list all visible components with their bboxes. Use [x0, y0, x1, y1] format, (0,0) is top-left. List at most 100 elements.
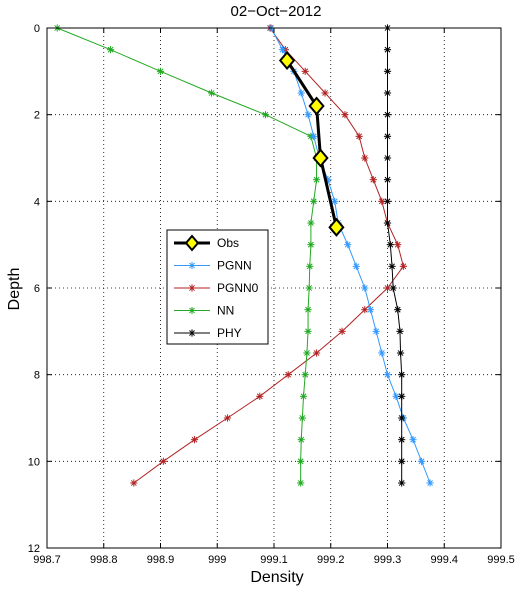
x-tick-label: 999: [208, 554, 226, 566]
data-point-pgnn0: [256, 392, 264, 400]
data-point-pgnn0: [284, 371, 292, 379]
legend-marker-obs: [184, 234, 200, 252]
legend-label-obs: Obs: [217, 236, 239, 250]
data-point-phy: [396, 349, 405, 357]
data-point-obs: [312, 148, 329, 168]
series-line-nn: [57, 27, 318, 483]
data-point-phy: [386, 241, 394, 249]
data-point-pgnn0: [159, 457, 167, 465]
legend-label-pgnn0: PGNN0: [217, 281, 259, 295]
data-point-pgnn0: [338, 327, 346, 335]
data-point-pgnn0: [399, 262, 407, 270]
series-line-pgnn0: [133, 27, 404, 484]
data-point-pgnn0: [383, 284, 392, 292]
legend-marker-phy: [188, 329, 196, 337]
data-point-pgnn0: [130, 479, 138, 487]
legend-marker-pgnn: [188, 261, 196, 270]
data-point-phy: [398, 479, 406, 487]
data-point-pgnn0: [341, 111, 349, 119]
data-point-phy: [389, 284, 397, 292]
data-point-nn: [304, 306, 312, 314]
data-point-nn: [306, 262, 314, 270]
x-tick-label: 999.3: [374, 554, 402, 566]
data-point-pgnn: [366, 306, 375, 314]
data-point-pgnn: [331, 197, 339, 205]
data-point-pgnn: [426, 479, 434, 487]
data-point-obs: [308, 96, 325, 116]
data-point-pgnn: [310, 132, 318, 140]
data-point-phy: [383, 154, 392, 162]
data-point-phy: [383, 89, 392, 97]
data-point-phy: [383, 197, 392, 205]
series-line-obs: [285, 59, 338, 228]
data-point-nn: [301, 371, 309, 379]
data-point-pgnn: [383, 371, 392, 379]
data-point-pgnn: [352, 262, 360, 270]
y-tick-label: 4: [34, 196, 40, 208]
data-point-pgnn0: [223, 414, 232, 422]
data-point-nn: [156, 67, 165, 75]
data-point-nn: [303, 349, 311, 357]
y-tick-label: 8: [34, 370, 40, 382]
data-point-phy: [383, 67, 392, 75]
legend-label-nn: NN: [217, 304, 234, 318]
data-point-nn: [207, 89, 216, 97]
data-point-phy: [383, 219, 392, 227]
y-tick-label: 10: [28, 456, 40, 468]
data-point-pgnn: [297, 89, 305, 97]
data-point-pgnn0: [312, 349, 321, 357]
data-point-nn: [307, 219, 315, 227]
data-point-pgnn0: [355, 132, 363, 140]
data-point-phy: [396, 327, 404, 335]
data-point-phy: [383, 111, 392, 119]
data-point-nn: [261, 111, 270, 119]
y-axis-title: Depth: [6, 268, 23, 311]
data-point-pgnn: [304, 111, 312, 119]
data-point-phy: [383, 176, 392, 184]
data-point-pgnn: [372, 327, 380, 335]
data-point-phy: [394, 306, 402, 314]
legend-item-obs: Obs: [174, 234, 239, 252]
data-point-obs: [328, 217, 345, 237]
legend-marker-nn: [188, 306, 196, 315]
data-point-phy: [398, 371, 406, 379]
data-point-nn: [312, 176, 321, 184]
legend-item-pgnn0: PGNN0: [174, 281, 259, 295]
data-point-pgnn: [344, 241, 352, 249]
data-point-pgnn0: [301, 67, 309, 75]
data-point-phy: [398, 457, 406, 465]
data-point-pgnn: [361, 284, 369, 292]
data-point-obs: [278, 50, 296, 71]
legend-item-nn: NN: [174, 304, 234, 318]
x-tick-label: 999.1: [260, 554, 288, 566]
data-point-pgnn: [278, 46, 287, 54]
legend-item-pgnn: PGNN: [174, 259, 252, 273]
y-tick-label: 6: [34, 283, 40, 295]
y-tick-label: 12: [28, 543, 40, 555]
data-point-nn: [305, 284, 313, 292]
series-line-phy: [387, 28, 403, 483]
x-tick-label: 998.7: [33, 554, 61, 566]
legend: Obs PGNN PGNN0 NN PHY: [166, 229, 269, 345]
data-point-phy: [388, 262, 396, 270]
data-point-nn: [310, 197, 318, 205]
data-point-nn: [299, 392, 308, 400]
legend-box: [166, 229, 269, 345]
x-axis-title: Density: [250, 569, 303, 586]
series-phy: [383, 24, 406, 487]
data-point-pgnn0: [361, 154, 369, 162]
data-point-nn: [297, 479, 305, 487]
data-point-phy: [398, 414, 406, 422]
data-point-pgnn0: [394, 241, 402, 249]
x-tick-label: 999.5: [487, 554, 515, 566]
data-point-pgnn: [378, 349, 386, 357]
data-point-pgnn0: [190, 436, 199, 444]
y-tick-label: 2: [34, 110, 40, 122]
data-point-pgnn: [409, 436, 417, 444]
series-line-pgnn: [270, 27, 431, 484]
data-point-nn: [297, 457, 305, 465]
data-point-phy: [398, 436, 406, 444]
data-point-pgnn: [417, 457, 426, 465]
x-tick-label: 999.4: [430, 554, 458, 566]
